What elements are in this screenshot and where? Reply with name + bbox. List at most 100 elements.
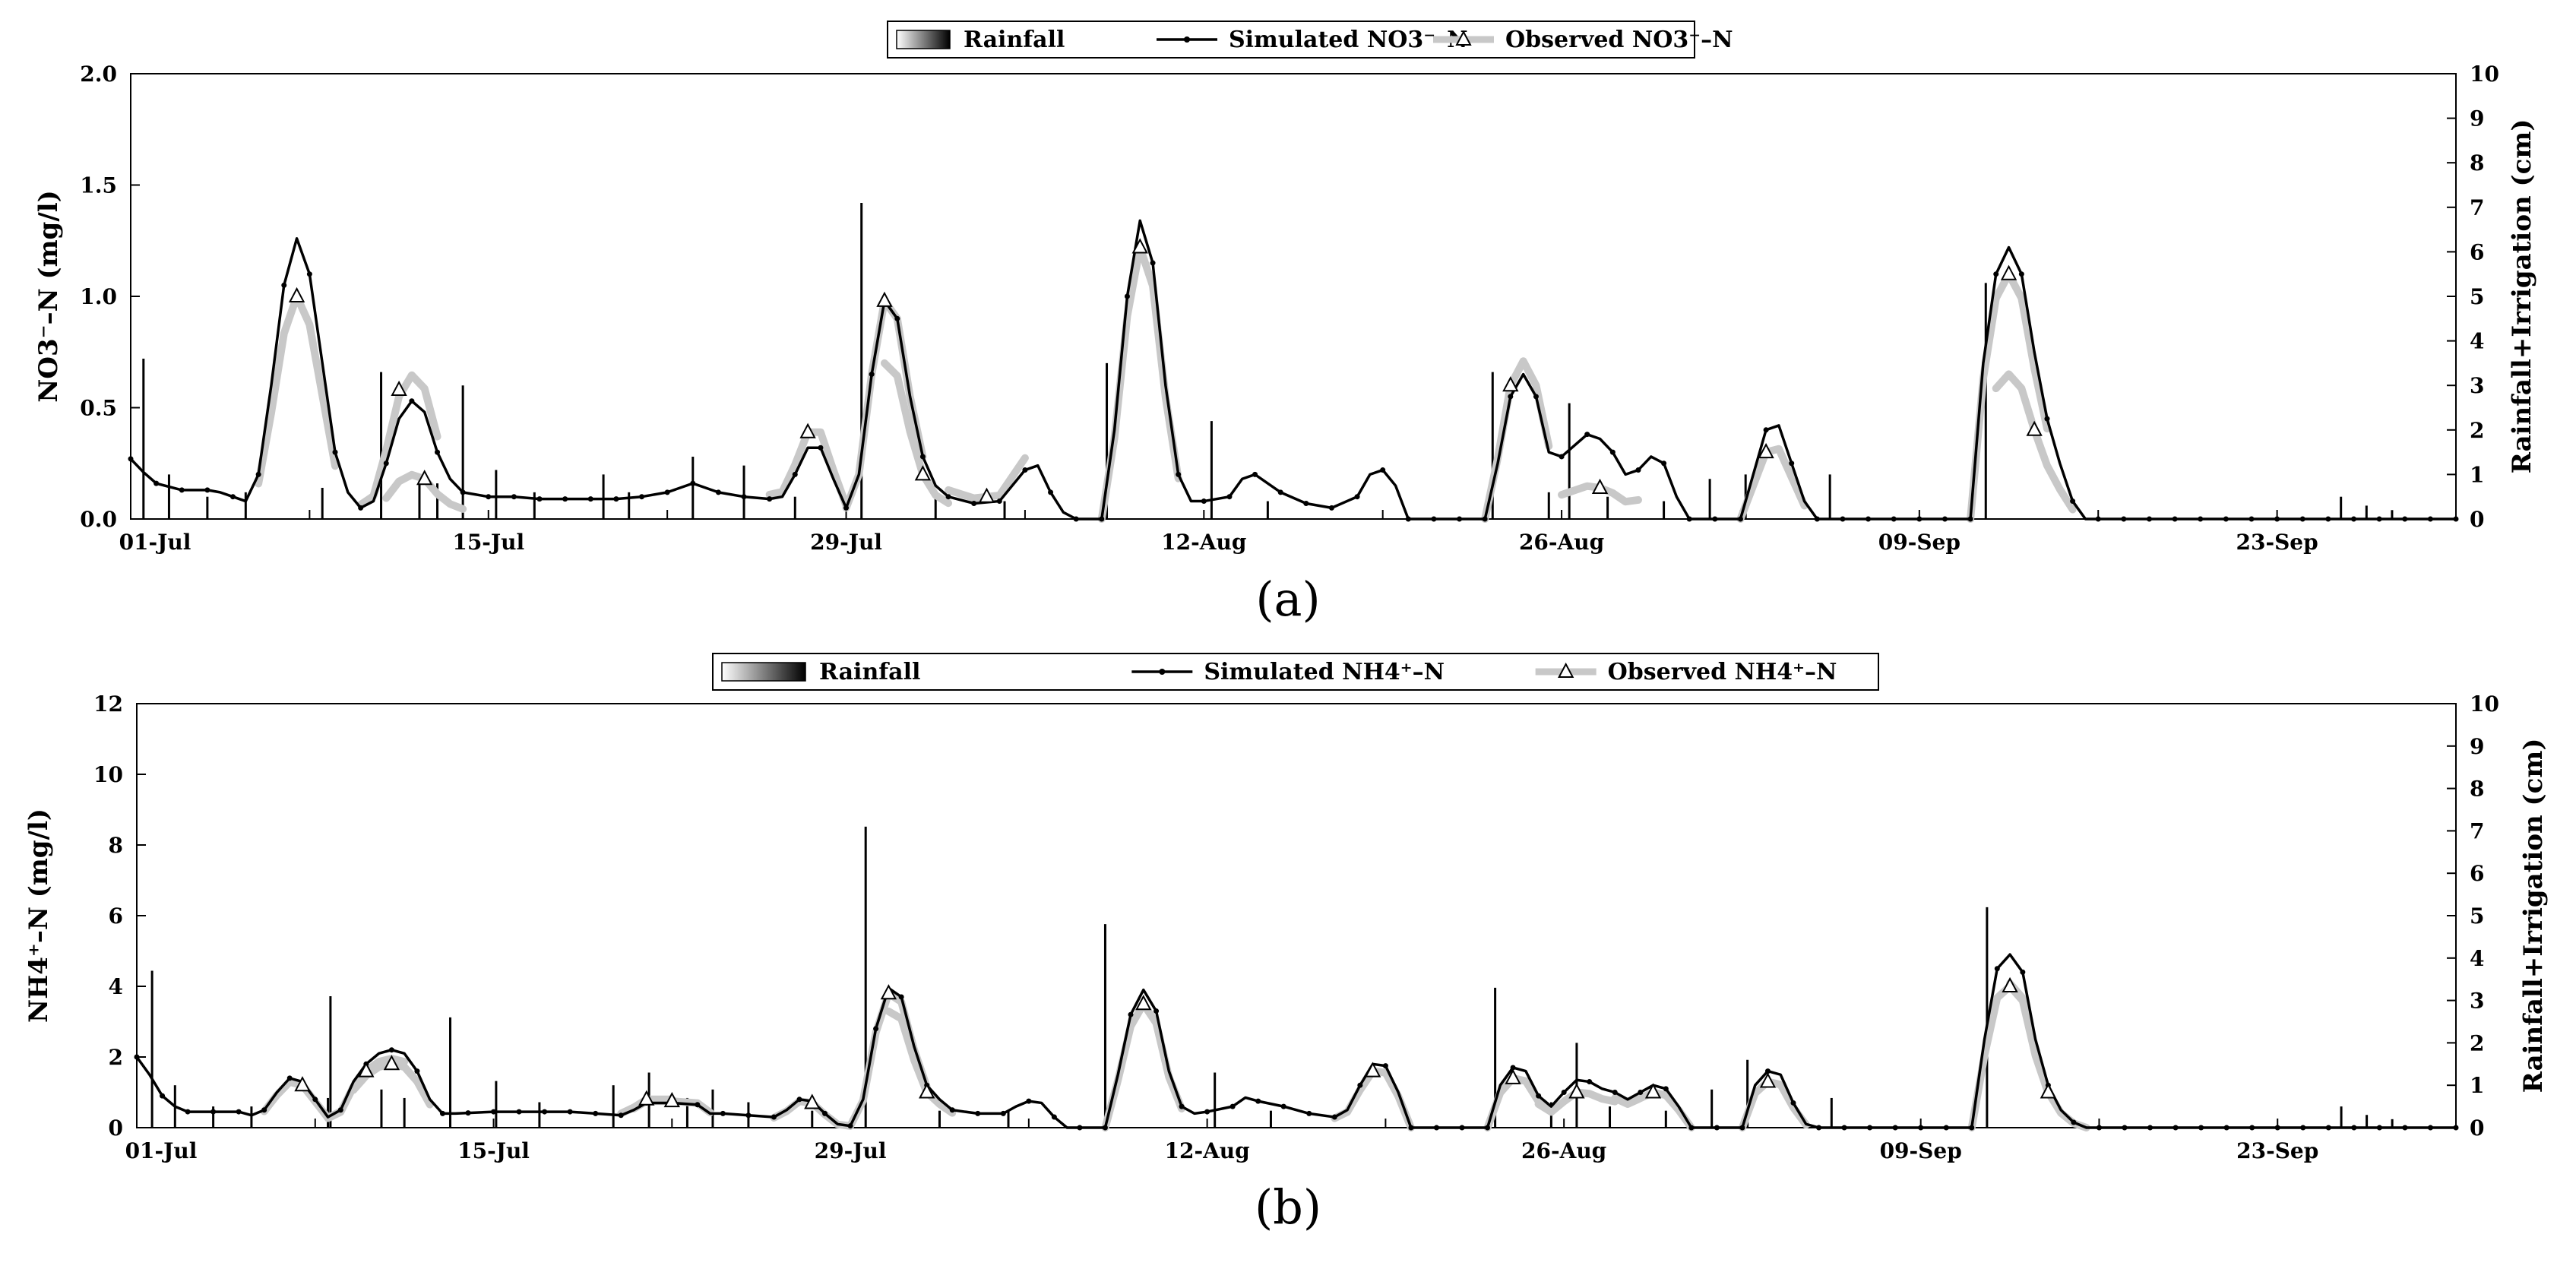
- simulated-point: [210, 1109, 217, 1115]
- observed-point: [1591, 478, 1609, 494]
- x-tick-label: 01-Jul: [125, 1138, 198, 1163]
- simulated-point: [2274, 516, 2280, 522]
- simulated-point: [1993, 271, 1999, 277]
- simulated-point: [1612, 1090, 1618, 1095]
- legend: Rainfall Simulated NO3⁻–N Observed NO3⁻–N: [887, 21, 1733, 59]
- simulated-point: [486, 494, 492, 500]
- observed-point: [919, 1083, 935, 1099]
- simulated-point: [542, 1109, 548, 1115]
- simulated-point: [1357, 1082, 1363, 1088]
- simulated-point: [1405, 516, 1411, 522]
- observed-point: [1131, 238, 1148, 254]
- y2-tick-label: 0: [2470, 507, 2484, 532]
- y2-tick-label: 9: [2470, 734, 2484, 759]
- simulated-point: [1510, 1065, 1516, 1071]
- observed-point: [804, 1093, 821, 1109]
- y2-tick-label: 1: [2470, 1073, 2484, 1098]
- observed-line: [1992, 370, 2077, 514]
- observed-point: [876, 291, 893, 307]
- observed-line: [1738, 1078, 1810, 1131]
- observed-point: [638, 1090, 655, 1106]
- y2-tick-label: 10: [2470, 691, 2499, 717]
- simulated-point: [593, 1110, 599, 1116]
- simulated-point: [945, 494, 951, 500]
- simulated-point: [2402, 516, 2408, 522]
- simulated-point: [1816, 1125, 1822, 1131]
- x-tick-label: 15-Jul: [452, 530, 524, 555]
- legend-rainfall-label: Rainfall: [964, 27, 1065, 53]
- simulated-point: [1382, 1063, 1388, 1069]
- simulated-point: [511, 494, 517, 500]
- observed-point: [1758, 442, 1774, 459]
- simulated-point: [439, 1110, 445, 1116]
- simulated-point: [465, 1110, 471, 1116]
- simulated-point: [2351, 1125, 2357, 1131]
- simulated-point: [1609, 449, 1616, 455]
- simulated-point: [1459, 1125, 1465, 1131]
- simulated-point: [306, 271, 312, 277]
- simulated-point: [2274, 1125, 2280, 1131]
- simulated-point: [2070, 498, 2076, 505]
- y2-tick-label: 6: [2470, 239, 2484, 264]
- simulated-point: [1638, 1090, 1644, 1095]
- legend-box: [887, 21, 1695, 59]
- simulated-point: [2198, 1125, 2204, 1131]
- simulated-point: [996, 498, 1002, 505]
- y2-tick-label: 1: [2470, 462, 2484, 487]
- simulated-point: [2122, 1125, 2128, 1131]
- simulated-point: [1712, 516, 1718, 522]
- plot-area: [136, 703, 2457, 1128]
- simulated-point: [1128, 1011, 1134, 1017]
- observed-point: [294, 1076, 311, 1092]
- observed-point: [799, 422, 816, 438]
- legend-rainfall-label: Rainfall: [819, 659, 920, 685]
- observed-point: [880, 984, 897, 1000]
- simulated-point: [2095, 516, 2101, 522]
- legend-simulated-marker: [1159, 669, 1166, 675]
- simulated-point: [1969, 1125, 1975, 1131]
- simulated-point: [1431, 516, 1437, 522]
- y-tick-label: 10: [93, 762, 123, 787]
- simulated-point: [1508, 394, 1514, 400]
- panel-label: (b): [1255, 1179, 1321, 1235]
- simulated-point: [388, 1047, 394, 1053]
- simulated-point: [414, 1068, 420, 1074]
- observed-line: [1097, 243, 1182, 523]
- observed-point: [2002, 976, 2018, 992]
- observed-point: [1568, 1083, 1585, 1099]
- legend-observed-label: Observed NH4⁺–N: [1608, 659, 1837, 685]
- simulated-point: [1941, 516, 1948, 522]
- simulated-point: [1124, 293, 1130, 299]
- simulated-point: [792, 471, 798, 477]
- simulated-point: [160, 1093, 166, 1099]
- simulated-point: [1303, 500, 1309, 506]
- legend-simulated-label: Simulated NO3⁻–N: [1229, 27, 1468, 53]
- y-tick-label: 1.0: [80, 284, 117, 309]
- simulated-point: [1536, 1093, 1542, 1099]
- simulated-point: [2121, 516, 2127, 522]
- simulated-point: [2300, 1125, 2306, 1131]
- x-tick-label: 12-Aug: [1161, 530, 1246, 555]
- simulated-point: [567, 1109, 573, 1115]
- simulated-point: [1663, 1086, 1669, 1092]
- y2-tick-label: 3: [2470, 373, 2484, 398]
- simulated-point: [2044, 416, 2050, 422]
- legend-observed-label: Observed NO3⁻–N: [1505, 27, 1733, 53]
- observed-point: [391, 380, 407, 397]
- simulated-point: [1763, 427, 1769, 433]
- simulated-point: [2427, 1125, 2433, 1131]
- simulated-point: [255, 471, 261, 477]
- observed-point: [978, 487, 995, 503]
- simulated-point: [230, 494, 236, 500]
- simulated-point: [1280, 1103, 1286, 1109]
- simulated-point: [1457, 516, 1463, 522]
- x-tick-label: 09-Sep: [1880, 1138, 1962, 1163]
- simulated-point: [1840, 516, 1846, 522]
- x-tick-label: 26-Aug: [1521, 1138, 1606, 1163]
- x-tick-label: 26-Aug: [1519, 530, 1604, 555]
- simulated-point: [1150, 260, 1156, 266]
- simulated-point: [1841, 1125, 1847, 1131]
- simulated-point: [1737, 516, 1743, 522]
- simulated-point: [843, 505, 850, 511]
- observed-point: [358, 1062, 375, 1078]
